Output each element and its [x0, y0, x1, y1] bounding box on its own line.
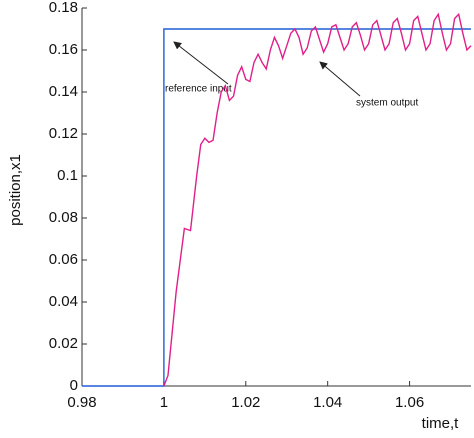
x-tick-label: 1 [160, 394, 168, 411]
x-tick-label: 1.02 [231, 394, 260, 411]
y-axis-label: position,x1 [7, 154, 24, 226]
annotation: system output [356, 98, 418, 109]
y-tick-label: 0.14 [49, 83, 78, 100]
annotation-arrow [173, 41, 229, 85]
y-tick-label: 0.18 [49, 0, 78, 16]
annotation-arrow [319, 61, 361, 97]
y-tick-label: 0.08 [49, 209, 78, 226]
y-tick-label: 0.12 [49, 125, 78, 142]
y-tick-label: 0.04 [49, 293, 78, 310]
y-tick-label: 0.02 [49, 335, 78, 352]
y-tick-label: 0.16 [49, 41, 78, 58]
x-tick-label: 1.06 [395, 394, 424, 411]
x-tick-label: 0.98 [67, 394, 96, 411]
line-series [82, 28, 471, 387]
y-tick-label: 0.1 [57, 167, 78, 184]
x-axis-label: time,t [422, 415, 460, 432]
line-series [163, 12, 472, 387]
y-tick-label: 0.06 [49, 251, 78, 268]
y-tick-label: 0 [70, 377, 78, 394]
x-tick-label: 1.04 [313, 394, 342, 411]
annotation: reference input [165, 84, 232, 95]
